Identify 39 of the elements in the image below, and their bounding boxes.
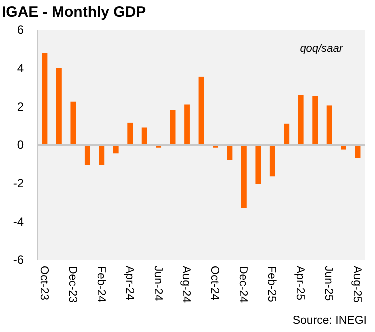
- bar: [241, 145, 247, 208]
- x-tick-label: Aug-24: [180, 266, 192, 304]
- x-tick-label: Oct-24: [208, 266, 221, 302]
- y-tick-label: 2: [17, 100, 24, 114]
- y-tick-label: 6: [17, 23, 24, 38]
- y-tick-label: -4: [13, 214, 24, 229]
- y-tick-label: -6: [13, 253, 24, 268]
- bar: [70, 102, 76, 145]
- bar: [198, 76, 204, 145]
- bar: [142, 128, 148, 145]
- x-tick-label: Dec-24: [237, 266, 250, 304]
- bar: [42, 53, 48, 145]
- x-tick-label: Apr-24: [123, 266, 136, 302]
- bar: [128, 122, 134, 145]
- bar: [270, 145, 276, 177]
- x-tick-label: Oct-23: [38, 266, 50, 301]
- x-tick-label: Feb-25: [266, 266, 278, 302]
- bar: [56, 68, 62, 145]
- bar: [298, 95, 304, 145]
- y-tick-label: -2: [13, 176, 24, 191]
- x-tick-label: Dec-23: [66, 266, 78, 304]
- x-tick-label: Jun-25: [322, 266, 335, 302]
- bar: [184, 104, 190, 145]
- bar: [284, 124, 290, 145]
- bar: [326, 106, 332, 145]
- source-note: Source: INEGI: [292, 315, 367, 327]
- bar: [84, 145, 90, 166]
- bar: [99, 145, 105, 166]
- chart-title: IGAE - Monthly GDP: [2, 4, 146, 21]
- y-tick-label: 0: [17, 138, 24, 152]
- bar: [256, 145, 262, 184]
- x-tick-label: Apr-25: [294, 266, 306, 301]
- x-tick-label: Jun-24: [152, 266, 164, 302]
- bar: [170, 110, 176, 145]
- y-tick-label: 4: [17, 62, 24, 76]
- bar: [312, 96, 318, 145]
- annotation: qoq/saar: [300, 43, 344, 55]
- x-tick-label: Feb-24: [94, 266, 107, 304]
- x-tick-label: Aug-25: [351, 266, 363, 304]
